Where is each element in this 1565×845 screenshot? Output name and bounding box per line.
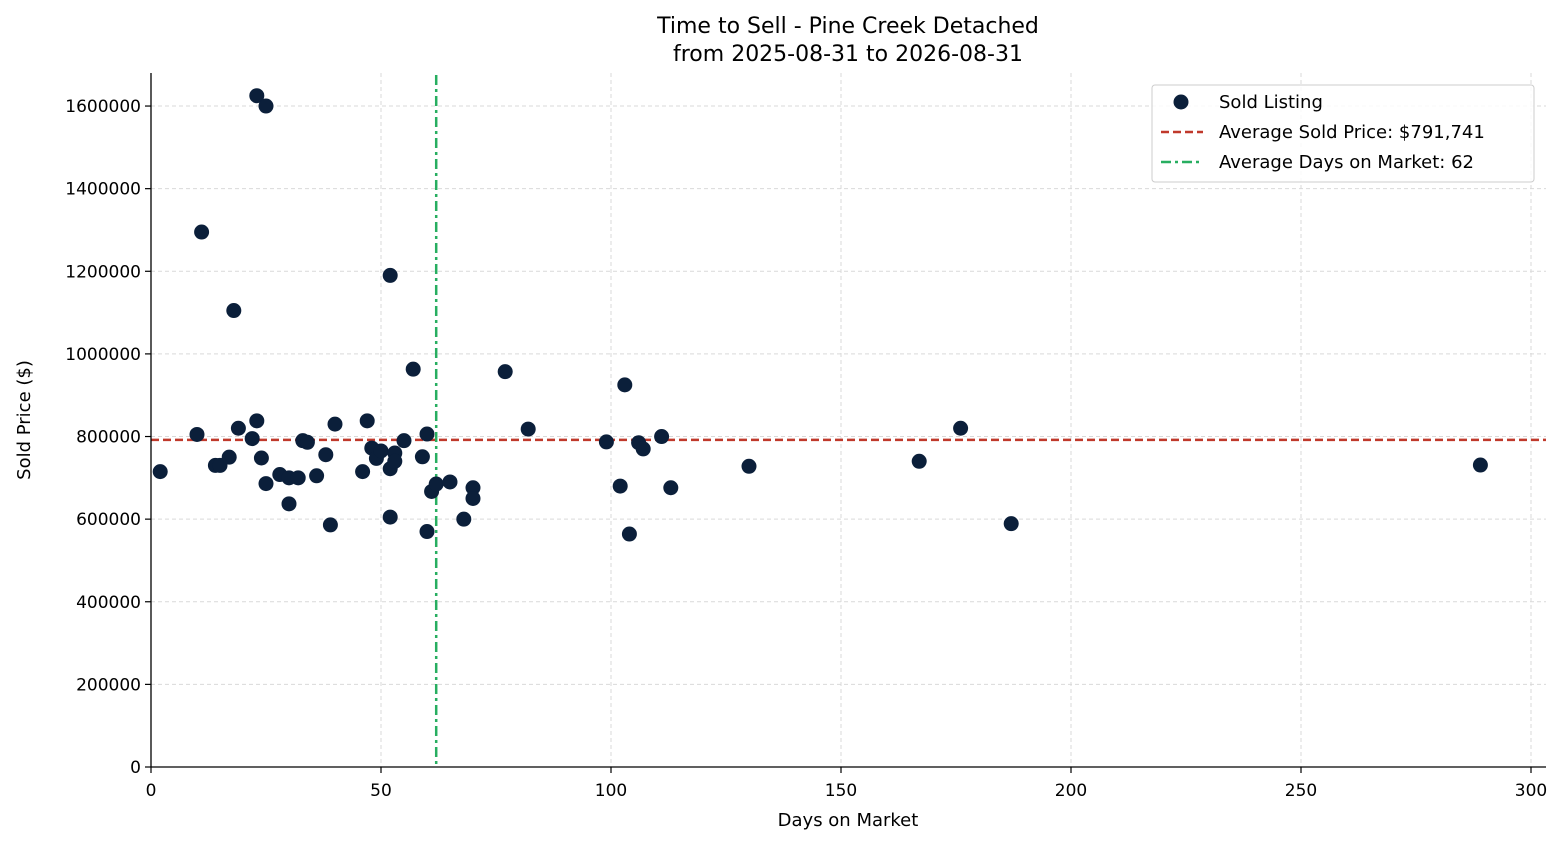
data-point bbox=[355, 464, 371, 480]
data-point bbox=[309, 468, 325, 484]
data-point bbox=[249, 88, 265, 104]
y-tick-label: 0 bbox=[130, 758, 141, 778]
data-point bbox=[194, 224, 210, 240]
data-point bbox=[387, 453, 403, 469]
x-tick-label: 200 bbox=[1055, 781, 1087, 801]
legend: Sold Listing Average Sold Price: $791,74… bbox=[1151, 84, 1535, 183]
x-ticks: 0 50 100 150 200 250 300 bbox=[146, 767, 1547, 801]
data-point bbox=[598, 434, 614, 450]
x-tick-label: 100 bbox=[595, 781, 627, 801]
data-point bbox=[258, 476, 274, 492]
data-point bbox=[419, 524, 435, 540]
legend-label-avg-price: Average Sold Price: $791,741 bbox=[1219, 122, 1485, 143]
y-axis-label: Sold Price ($) bbox=[14, 360, 35, 480]
data-point bbox=[226, 303, 242, 319]
x-axis-label: Days on Market bbox=[778, 810, 919, 831]
chart-subtitle: from 2025-08-31 to 2026-08-31 bbox=[673, 42, 1023, 67]
data-point bbox=[1003, 516, 1019, 532]
data-point bbox=[442, 474, 458, 490]
data-point bbox=[428, 476, 444, 492]
data-point bbox=[396, 433, 412, 449]
data-point bbox=[612, 478, 628, 494]
y-tick-label: 1400000 bbox=[65, 180, 141, 200]
y-tick-label: 200000 bbox=[76, 675, 141, 695]
x-tick-label: 0 bbox=[146, 781, 157, 801]
reference-lines bbox=[151, 75, 1546, 767]
legend-label-sold-listing: Sold Listing bbox=[1219, 92, 1323, 113]
data-point bbox=[497, 364, 513, 380]
legend-marker-sold-listing bbox=[1173, 94, 1189, 110]
data-point bbox=[382, 267, 398, 283]
data-point bbox=[414, 449, 430, 465]
data-point bbox=[281, 496, 297, 512]
x-tick-label: 250 bbox=[1285, 781, 1317, 801]
data-points bbox=[152, 88, 1488, 542]
x-tick-label: 300 bbox=[1515, 781, 1547, 801]
data-point bbox=[249, 413, 265, 429]
y-tick-label: 400000 bbox=[76, 593, 141, 613]
data-point bbox=[221, 449, 237, 465]
data-point bbox=[373, 443, 389, 459]
y-tick-label: 1000000 bbox=[65, 345, 141, 365]
data-point bbox=[359, 413, 375, 429]
data-point bbox=[465, 490, 481, 506]
y-ticks: 0 200000 400000 600000 800000 1000000 1200000 1… bbox=[65, 97, 151, 778]
y-tick-label: 600000 bbox=[76, 510, 141, 530]
data-point bbox=[419, 426, 435, 442]
data-point bbox=[741, 458, 757, 474]
data-point bbox=[382, 509, 398, 525]
data-point bbox=[621, 526, 637, 542]
data-point bbox=[456, 511, 472, 527]
data-point bbox=[189, 426, 205, 442]
legend-box bbox=[1151, 84, 1535, 183]
data-point bbox=[663, 480, 679, 496]
chart-title: Time to Sell - Pine Creek Detached bbox=[656, 14, 1039, 39]
legend-label-avg-days: Average Days on Market: 62 bbox=[1219, 152, 1474, 173]
data-point bbox=[322, 517, 338, 533]
data-point bbox=[617, 377, 633, 393]
data-point bbox=[290, 470, 306, 486]
data-point bbox=[244, 431, 260, 447]
x-tick-label: 150 bbox=[825, 781, 857, 801]
data-point bbox=[1472, 457, 1488, 473]
x-tick-label: 50 bbox=[370, 781, 392, 801]
data-point bbox=[299, 434, 315, 450]
data-point bbox=[465, 480, 481, 496]
data-point bbox=[318, 447, 334, 463]
data-point bbox=[953, 420, 969, 436]
data-point bbox=[152, 464, 168, 480]
data-point bbox=[911, 453, 927, 469]
data-point bbox=[253, 450, 269, 466]
data-point bbox=[520, 421, 536, 437]
y-tick-label: 1200000 bbox=[65, 262, 141, 282]
y-tick-label: 1600000 bbox=[65, 97, 141, 117]
data-point bbox=[635, 441, 651, 457]
data-point bbox=[258, 98, 274, 114]
data-point bbox=[654, 429, 670, 445]
data-point bbox=[327, 416, 343, 432]
data-point bbox=[405, 361, 421, 377]
y-tick-label: 800000 bbox=[76, 428, 141, 448]
data-point bbox=[230, 420, 246, 436]
